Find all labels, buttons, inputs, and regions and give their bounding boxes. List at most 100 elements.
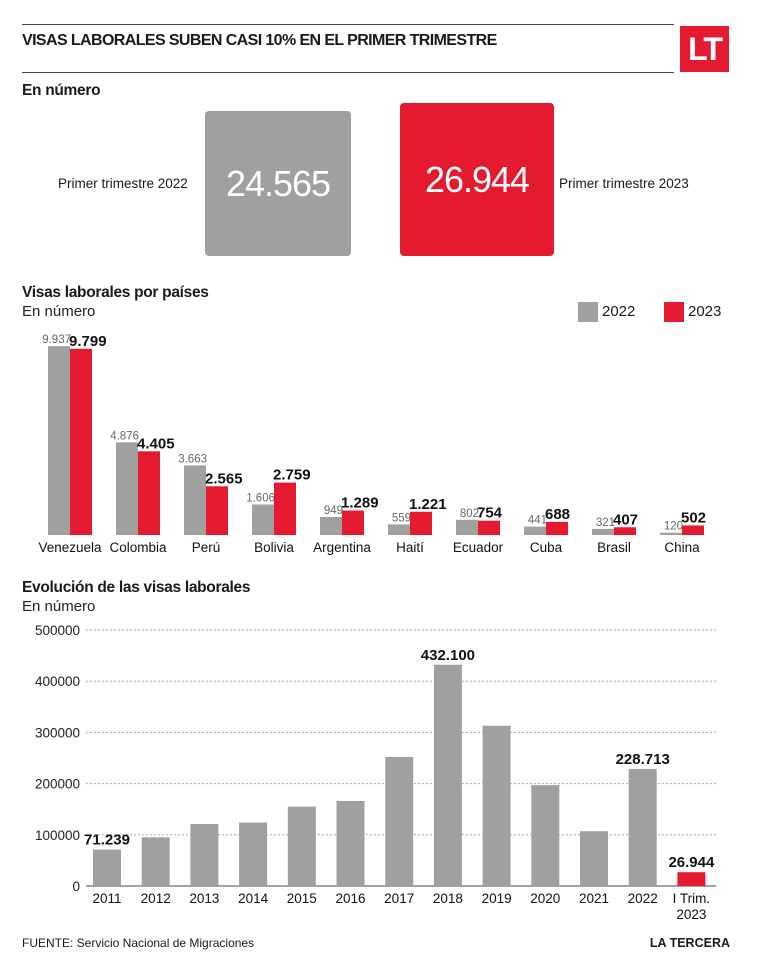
bar-venezuela-2023: [70, 348, 92, 535]
summary-2023-value: 26.944: [424, 158, 530, 200]
data-label-haiti-2022: 559: [392, 512, 411, 524]
source-note: FUENTE: Servicio Nacional de Migraciones: [22, 936, 255, 950]
x-tick-label: 2014: [238, 891, 269, 906]
evolution-subheading: En número: [22, 598, 96, 615]
bar-2017: [385, 756, 414, 886]
bar-i-trim-2023: [677, 872, 706, 886]
title-underline: [22, 72, 674, 73]
bar-2014: [239, 822, 268, 886]
countries-heading: Visas laborales por países: [22, 284, 209, 301]
x-tick-label: 2018: [433, 891, 463, 906]
data-label: 26.944: [668, 854, 715, 871]
bar-venezuela-2022: [48, 346, 70, 535]
category-label: Venezuela: [38, 540, 102, 555]
y-tick-label: 500000: [35, 623, 80, 638]
bar-cuba-2023: [546, 521, 568, 535]
bar-china-2022: [660, 532, 682, 535]
bar-2013: [190, 824, 219, 886]
brand-name: LA TERCERA: [649, 936, 730, 950]
y-tick-label: 300000: [35, 725, 80, 740]
category-label: Brasil: [597, 540, 631, 555]
legend-label-2023: 2023: [688, 303, 722, 320]
category-label: China: [664, 540, 700, 555]
bar-china-2023: [682, 525, 704, 535]
bar-argentina-2022: [320, 516, 342, 535]
bar-2022: [628, 768, 657, 886]
bar-2015: [287, 806, 316, 886]
category-label: Haití: [396, 540, 424, 555]
category-label: Perú: [192, 540, 221, 555]
category-label: Ecuador: [453, 540, 504, 555]
x-tick-label: 2017: [384, 891, 414, 906]
data-label-cuba-2022: 441: [528, 515, 547, 527]
x-tick-label: 2011: [92, 891, 121, 906]
evolution-bar-chart: 0 100000 200000 300000 400000 500000 2011 71.23…: [35, 623, 716, 922]
bar-cuba-2022: [524, 526, 546, 535]
data-label: 228.713: [616, 751, 670, 768]
bar-2019: [482, 725, 511, 886]
legend-swatch-2023: [664, 302, 684, 322]
x-tick-label: 2013: [189, 891, 219, 906]
data-label-ecuador-2023: 754: [477, 505, 503, 522]
summary-2022-box: 24.565: [205, 111, 351, 256]
bar-brasil-2023: [614, 527, 636, 535]
la-tercera-logo: LT: [680, 26, 729, 72]
bar-argentina-2023: [342, 510, 364, 535]
summary-left-label: Primer trimestre 2022: [58, 176, 188, 191]
bar-brasil-2022: [592, 528, 614, 535]
summary-2022-value: 24.565: [225, 162, 331, 204]
data-label-peru-2023: 2.565: [205, 470, 243, 487]
data-label-colombia-2023: 4.405: [137, 435, 175, 452]
bar-ecuador-2023: [478, 520, 500, 535]
bar-colombia-2023: [138, 451, 160, 535]
data-label-brasil-2022: 321: [596, 517, 615, 529]
data-label: 432.100: [421, 647, 475, 664]
category-label: Argentina: [313, 540, 371, 555]
x-tick-label: 2023: [676, 907, 706, 922]
data-label-ecuador-2022: 802: [460, 508, 479, 520]
summary-2023-box: 26.944: [400, 103, 554, 256]
y-tick-label: 0: [72, 879, 80, 894]
bar-2021: [580, 831, 608, 886]
bar-colombia-2022: [116, 442, 138, 535]
y-tick-label: 100000: [35, 828, 80, 843]
category-label: Cuba: [530, 540, 563, 555]
x-tick-label: 2020: [530, 891, 560, 906]
data-label-venezuela-2023: 9.799: [69, 333, 107, 350]
x-tick-label: 2012: [141, 891, 171, 906]
category-label: Bolivia: [254, 540, 294, 555]
x-tick-label: I Trim.: [673, 891, 711, 906]
bar-bolivia-2022: [252, 504, 274, 535]
bar-2012: [141, 837, 170, 886]
data-label-colombia-2022: 4.876: [110, 430, 139, 442]
bar-peru-2022: [184, 465, 206, 535]
summary-heading: En número: [22, 82, 101, 99]
evolution-heading: Evolución de las visas laborales: [22, 579, 251, 596]
bar-2020: [531, 785, 560, 886]
x-tick-label: 2022: [628, 891, 658, 906]
x-tick-label: 2015: [287, 891, 317, 906]
data-label-peru-2022: 3.663: [178, 453, 207, 465]
data-label: 71.239: [84, 832, 130, 849]
y-tick-label: 400000: [35, 674, 80, 689]
data-label-haiti-2023: 1.221: [409, 496, 447, 513]
top-rule: [22, 24, 674, 25]
countries-subheading: En número: [22, 303, 96, 320]
data-label-china-2022: 120: [664, 521, 683, 533]
y-tick-label: 200000: [35, 777, 80, 792]
page-title: VISAS LABORALES SUBEN CASI 10% EN EL PRI…: [22, 32, 497, 49]
data-label-china-2023: 502: [681, 509, 706, 526]
data-label-venezuela-2022: 9.937: [42, 334, 71, 346]
bar-bolivia-2023: [274, 482, 296, 535]
summary-right-label: Primer trimestre 2023: [559, 176, 689, 191]
bar-2016: [336, 801, 365, 886]
data-label-bolivia-2023: 2.759: [273, 467, 311, 484]
bar-haiti-2023: [410, 511, 432, 535]
bar-peru-2023: [206, 486, 228, 535]
legend-swatch-2022: [578, 302, 598, 322]
bar-haiti-2022: [388, 524, 410, 535]
x-tick-label: 2019: [482, 891, 512, 906]
data-label-bolivia-2022: 1.606: [246, 492, 275, 504]
legend-label-2022: 2022: [602, 303, 636, 320]
